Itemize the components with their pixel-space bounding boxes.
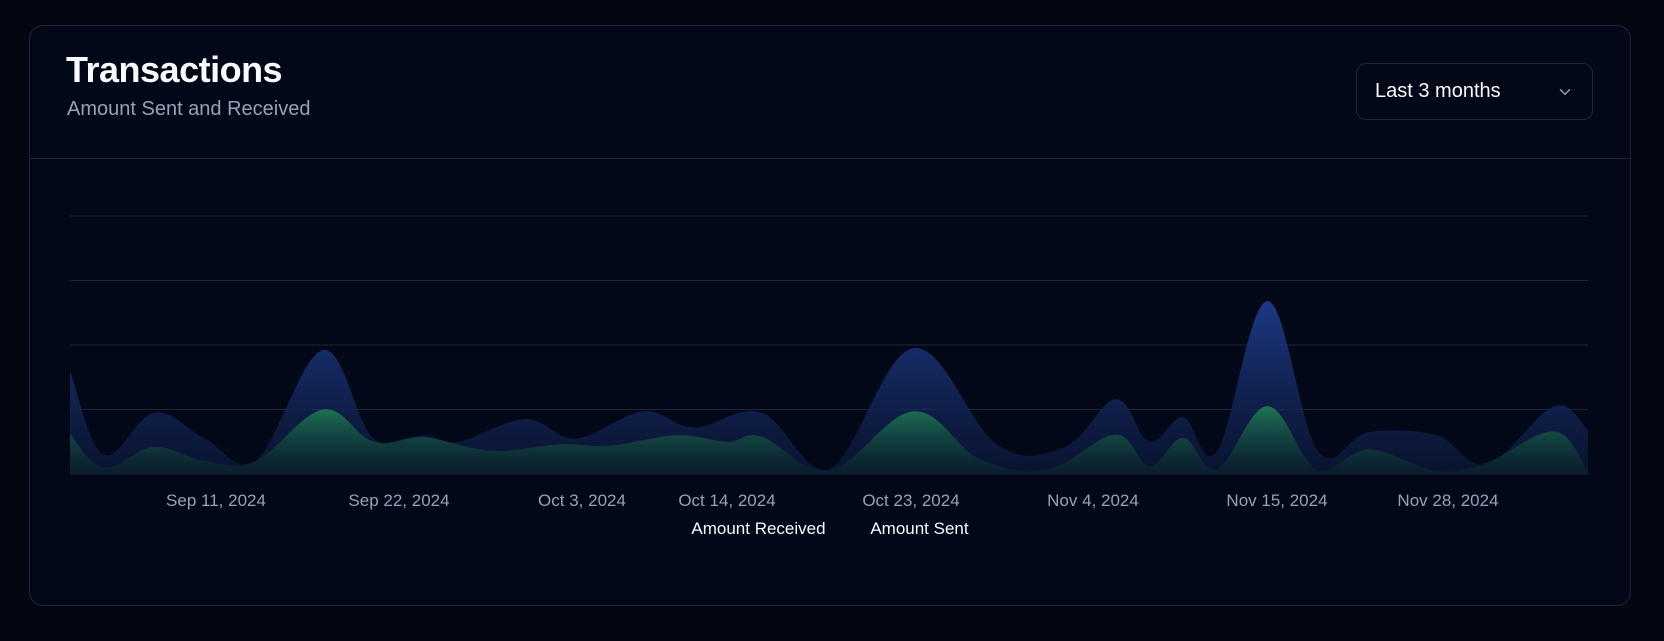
chart-legend: Amount Received Amount Sent xyxy=(30,519,1630,539)
legend-item-sent[interactable]: Amount Sent xyxy=(870,519,969,538)
date-range-select[interactable]: Last 3 months xyxy=(1356,63,1593,120)
card-header: Transactions Amount Sent and Received La… xyxy=(30,26,1630,159)
transactions-chart: Sep 11, 2024 Sep 22, 2024 Oct 3, 2024 Oct 1… xyxy=(70,215,1588,510)
x-tick-label: Oct 23, 2024 xyxy=(862,491,959,510)
card-title: Transactions xyxy=(66,49,283,90)
legend-item-received[interactable]: Amount Received xyxy=(691,519,826,538)
x-tick-label: Sep 22, 2024 xyxy=(348,491,449,510)
chart-area: Sep 11, 2024 Sep 22, 2024 Oct 3, 2024 Oct 1… xyxy=(30,159,1630,606)
series-areas xyxy=(70,301,1588,474)
x-tick-label: Sep 11, 2024 xyxy=(166,491,266,510)
x-axis-ticks: Sep 11, 2024 Sep 22, 2024 Oct 3, 2024 Oct 1… xyxy=(166,491,1499,510)
card-subtitle: Amount Sent and Received xyxy=(67,98,311,120)
date-range-value: Last 3 months xyxy=(1375,80,1501,102)
series-area-received[interactable] xyxy=(70,301,1588,474)
x-tick-label: Oct 14, 2024 xyxy=(678,491,775,510)
chevron-down-icon xyxy=(1559,88,1571,95)
x-tick-label: Oct 3, 2024 xyxy=(538,491,626,510)
x-tick-label: Nov 4, 2024 xyxy=(1047,491,1139,510)
series-area-sent[interactable] xyxy=(70,406,1588,474)
x-tick-label: Nov 15, 2024 xyxy=(1226,491,1327,510)
transactions-card: Transactions Amount Sent and Received La… xyxy=(29,25,1631,606)
x-tick-label: Nov 28, 2024 xyxy=(1397,491,1498,510)
